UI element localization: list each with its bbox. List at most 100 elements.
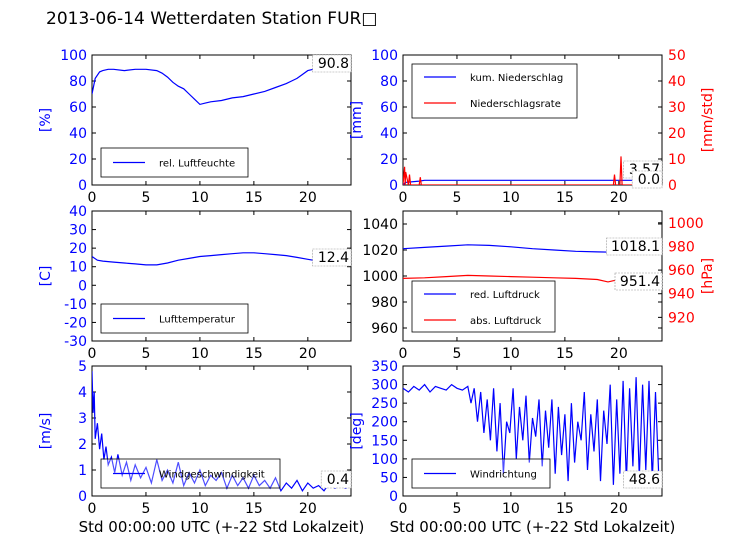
temperature-x-tick-label: 5 [141,346,150,362]
humidity-x-tick-label: 0 [88,190,97,206]
humidity-y-tick-label: 20 [69,152,87,168]
pressure-y2-tick-label: 980 [668,239,695,255]
humidity-series-line-0 [92,66,351,106]
humidity-value-label: 90.8 [318,56,349,72]
wind-speed-y-tick-label: 0 [78,489,87,505]
temperature-x-tick-label: 10 [191,346,209,362]
wind-direction-y-tick-label: 0 [389,489,398,505]
pressure-value-label-box [614,272,663,291]
figure-title: 2013-06-14 Wetterdaten Station FUR□ [46,9,378,29]
precipitation-y-tick-label: 80 [380,74,398,90]
wind-direction-legend-label: Windrichtung [470,470,537,481]
temperature-value-label: 12.4 [318,250,349,266]
precipitation-x-tick-label: 10 [502,190,520,206]
wind-speed-axes-frame [91,365,352,497]
wind-direction-x-tick-label: 20 [610,501,628,517]
pressure-x-tick-label: 20 [610,346,628,362]
pressure-x-tick-label: 0 [399,346,408,362]
precipitation-y2-label: [mm/std] [700,88,716,153]
wind-direction-value-label: 48.6 [629,472,660,488]
wind-direction-y-tick-label: 150 [371,433,398,449]
humidity-y-tick-label: 80 [69,74,87,90]
wind-direction-axes-frame [402,365,663,497]
pressure-y-tick-label: 1020 [362,243,398,259]
wind-direction-y-tick-label: 350 [371,359,398,375]
temperature-y-tick-label: -10 [64,297,87,313]
wind-direction-y-tick-label: 200 [371,415,398,431]
temperature-x-tick-label: 0 [88,346,97,362]
temperature-legend-label: Lufttemperatur [159,315,236,326]
precipitation-y-label: [mm] [349,101,365,139]
wind-direction-y-tick-label: 50 [380,470,398,486]
humidity-y-tick-label: 100 [60,48,87,64]
wind-speed-value-label-box [320,470,352,489]
precipitation-y2-tick-label: 40 [668,74,686,90]
temperature-x-tick-label: 15 [245,346,263,362]
humidity-y-label: [%] [38,108,54,132]
precipitation-x-tick-label: 15 [556,190,574,206]
pressure-x-tick-label: 5 [452,346,461,362]
wind-direction-x-tick-label: 0 [399,501,408,517]
precipitation-y-tick-label: 100 [371,48,398,64]
precipitation-x-tick-label: 20 [610,190,628,206]
precipitation-legend-label: kum. Niederschlag [470,73,563,84]
pressure-y-tick-label: 1040 [362,217,398,233]
temperature-y-tick-label: 40 [69,204,87,220]
humidity-x-tick-label: 20 [299,190,317,206]
wind-direction-x-tick-label: 5 [452,501,461,517]
pressure-legend-label: abs. Luftdruck [470,316,541,327]
wind-direction-y-tick-label: 250 [371,396,398,412]
precipitation-legend-label: Niederschlagsrate [470,99,561,110]
precipitation-y2-tick-label: 0 [668,178,677,194]
temperature-y-label: [C] [38,266,54,287]
temperature-x-tick-label: 20 [299,346,317,362]
humidity-legend-label: rel. Luftfeuchte [159,159,235,170]
pressure-y2-tick-label: 960 [668,263,695,279]
wind-speed-y-tick-label: 5 [78,359,87,375]
precipitation-x-tick-label: 0 [399,190,408,206]
temperature-y-tick-label: -30 [64,334,87,350]
wind-speed-x-tick-label: 10 [191,501,209,517]
wind-speed-y-tick-label: 3 [78,411,87,427]
humidity-x-tick-label: 5 [141,190,150,206]
pressure-value-label-box [606,237,663,256]
pressure-x-tick-label: 10 [502,346,520,362]
precipitation-value-label: 0.0 [638,172,660,188]
temperature-y-tick-label: -20 [64,315,87,331]
pressure-legend-label: red. Luftdruck [470,290,540,301]
wind-speed-y-tick-label: 1 [78,463,87,479]
precipitation-y-tick-label: 60 [380,100,398,116]
pressure-y-tick-label: 960 [371,321,398,337]
humidity-y-tick-label: 60 [69,100,87,116]
wind-speed-legend-label: Windgeschwindigkeit [159,470,265,481]
wind-direction-y-tick-label: 100 [371,452,398,468]
wind-direction-x-label: Std 00:00:00 UTC (+-22 Std Lokalzeit) [390,518,676,536]
wind-direction-y-tick-label: 300 [371,378,398,394]
wind-speed-x-label: Std 00:00:00 UTC (+-22 Std Lokalzeit) [79,518,365,536]
humidity-y-tick-label: 0 [78,178,87,194]
precipitation-y-tick-label: 40 [380,126,398,142]
precipitation-y-tick-label: 20 [380,152,398,168]
pressure-y2-tick-label: 920 [668,310,695,326]
temperature-series-line-0 [92,252,351,266]
temperature-y-tick-label: 10 [69,260,87,276]
wind-direction-value-label-box [623,470,663,489]
temperature-y-tick-label: 0 [78,278,87,294]
pressure-value-label: 951.4 [620,274,660,290]
pressure-y2-tick-label: 940 [668,287,695,303]
pressure-y2-label: [hPa] [700,258,716,294]
wind-direction-y-label: [deg] [349,412,365,449]
precipitation-legend-box [411,63,578,119]
wind-speed-x-tick-label: 0 [88,501,97,517]
precipitation-y2-tick-label: 50 [668,48,686,64]
wind-direction-x-tick-label: 10 [502,501,520,517]
humidity-axes-frame [91,54,352,186]
temperature-y-tick-label: 30 [69,223,87,239]
precipitation-y2-tick-label: 30 [668,100,686,116]
precipitation-y-tick-label: 0 [389,178,398,194]
pressure-x-tick-label: 15 [556,346,574,362]
wind-speed-value-label: 0.4 [327,472,349,488]
wind-speed-x-tick-label: 5 [141,501,150,517]
